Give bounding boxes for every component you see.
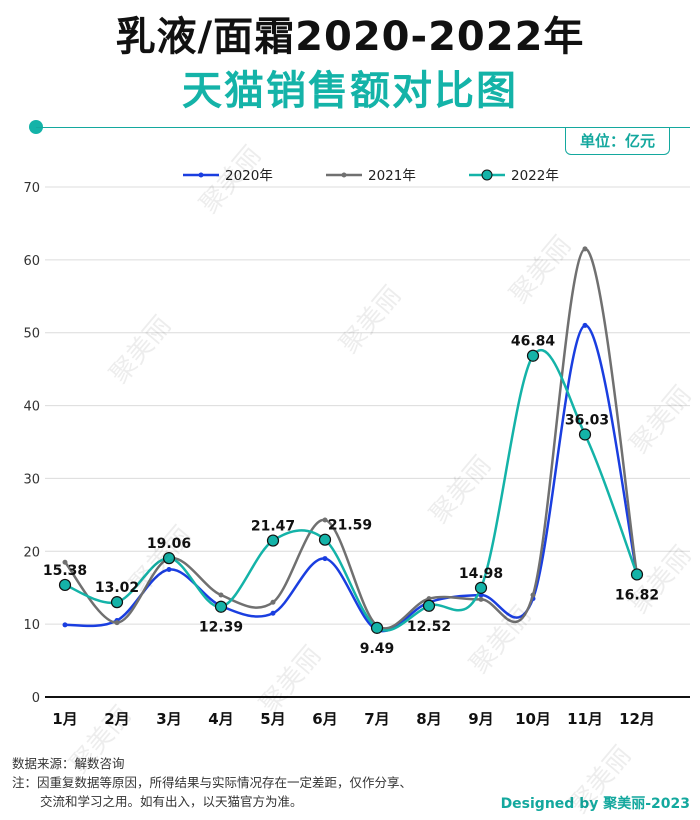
data-label: 21.59: [328, 518, 372, 534]
data-point: [214, 600, 228, 613]
y-tick-label: 70: [23, 181, 40, 196]
data-point: [110, 596, 124, 609]
data-point: [58, 578, 72, 592]
data-point: [530, 592, 536, 598]
data-label: 16.82: [615, 587, 659, 603]
legend-marker: [198, 172, 204, 178]
data-point: [582, 246, 588, 252]
y-tick-label: 30: [23, 472, 40, 487]
legend-marker: [341, 172, 347, 178]
data-point: [582, 322, 588, 328]
series-line-2022年: [64, 348, 639, 632]
x-tick-label: 4月: [208, 710, 233, 728]
y-tick-label: 50: [23, 327, 40, 342]
data-point: [266, 534, 280, 547]
x-tick-label: 9月: [468, 710, 493, 728]
data-label: 15.38: [43, 563, 87, 579]
data-point: [62, 559, 68, 565]
source-text: 数据来源：解数咨询: [12, 756, 125, 771]
data-label: 14.98: [459, 566, 503, 582]
line-chart: 0 10 20 30 40 50 60 70 1月 2月 3月 4月 5月 6月 7月 8月 9月 10月 11月 1…: [23, 168, 690, 728]
unit-label: 单位：亿元: [564, 127, 670, 155]
data-point: [270, 599, 276, 605]
x-tick-label: 1月: [52, 710, 77, 728]
data-point: [478, 596, 484, 602]
data-label: 13.02: [95, 580, 139, 596]
x-tick-label: 6月: [312, 710, 337, 728]
legend-label: 2020年: [225, 168, 273, 184]
credit-text: Designed by 聚美丽-2023: [500, 796, 690, 812]
x-tick-label: 8月: [416, 710, 441, 728]
x-tick-label: 11月: [567, 710, 603, 728]
legend-marker: [481, 169, 493, 181]
note-line2: 交流和学习之用。如有出入，以天猫官方为准。: [40, 794, 303, 809]
data-label: 21.47: [251, 519, 295, 535]
title-line1: 乳液/面霜2020-2022年: [115, 14, 585, 60]
data-point: [422, 599, 436, 612]
data-label: 12.52: [407, 619, 451, 635]
x-tick-label: 12月: [619, 710, 655, 728]
data-label: 36.03: [565, 412, 609, 428]
legend-label: 2021年: [368, 168, 416, 184]
data-point: [474, 581, 488, 594]
data-point: [318, 533, 332, 546]
data-point: [370, 621, 384, 634]
y-tick-label: 10: [23, 618, 40, 633]
data-label: 46.84: [511, 334, 556, 350]
data-point: [166, 567, 172, 572]
y-tick-label: 60: [23, 254, 40, 269]
data-label: 19.06: [147, 536, 191, 552]
y-tick-label: 20: [23, 545, 40, 560]
x-tick-label: 2月: [104, 710, 129, 728]
y-tick-label: 40: [23, 400, 40, 415]
data-point: [162, 552, 176, 565]
series-line-2021年: [64, 247, 639, 630]
data-point: [630, 568, 644, 581]
data-label: 12.39: [199, 620, 243, 636]
note-line1: 注：因重复数据等原因，所得结果与实际情况存在一定差距，仅作分享、: [12, 775, 413, 790]
data-point: [114, 620, 120, 626]
data-point: [526, 349, 540, 362]
x-tick-label: 3月: [156, 710, 181, 728]
data-point: [62, 622, 68, 628]
x-tick-label: 10月: [515, 710, 551, 728]
data-point: [578, 428, 592, 441]
title-line2: 天猫销售额对比图: [182, 68, 518, 114]
y-tick-label: 0: [32, 691, 40, 706]
data-point: [270, 610, 276, 616]
header-divider: [36, 127, 690, 128]
data-point: [218, 592, 224, 598]
data-point: [322, 517, 328, 523]
x-tick-label: 5月: [260, 710, 285, 728]
data-label: 9.49: [360, 641, 395, 657]
legend-label: 2022年: [511, 168, 559, 184]
source-notes: 数据来源：解数咨询 注：因重复数据等原因，所得结果与实际情况存在一定差距，仅作分…: [12, 754, 412, 811]
x-tick-label: 7月: [364, 710, 389, 728]
data-point: [322, 556, 328, 562]
